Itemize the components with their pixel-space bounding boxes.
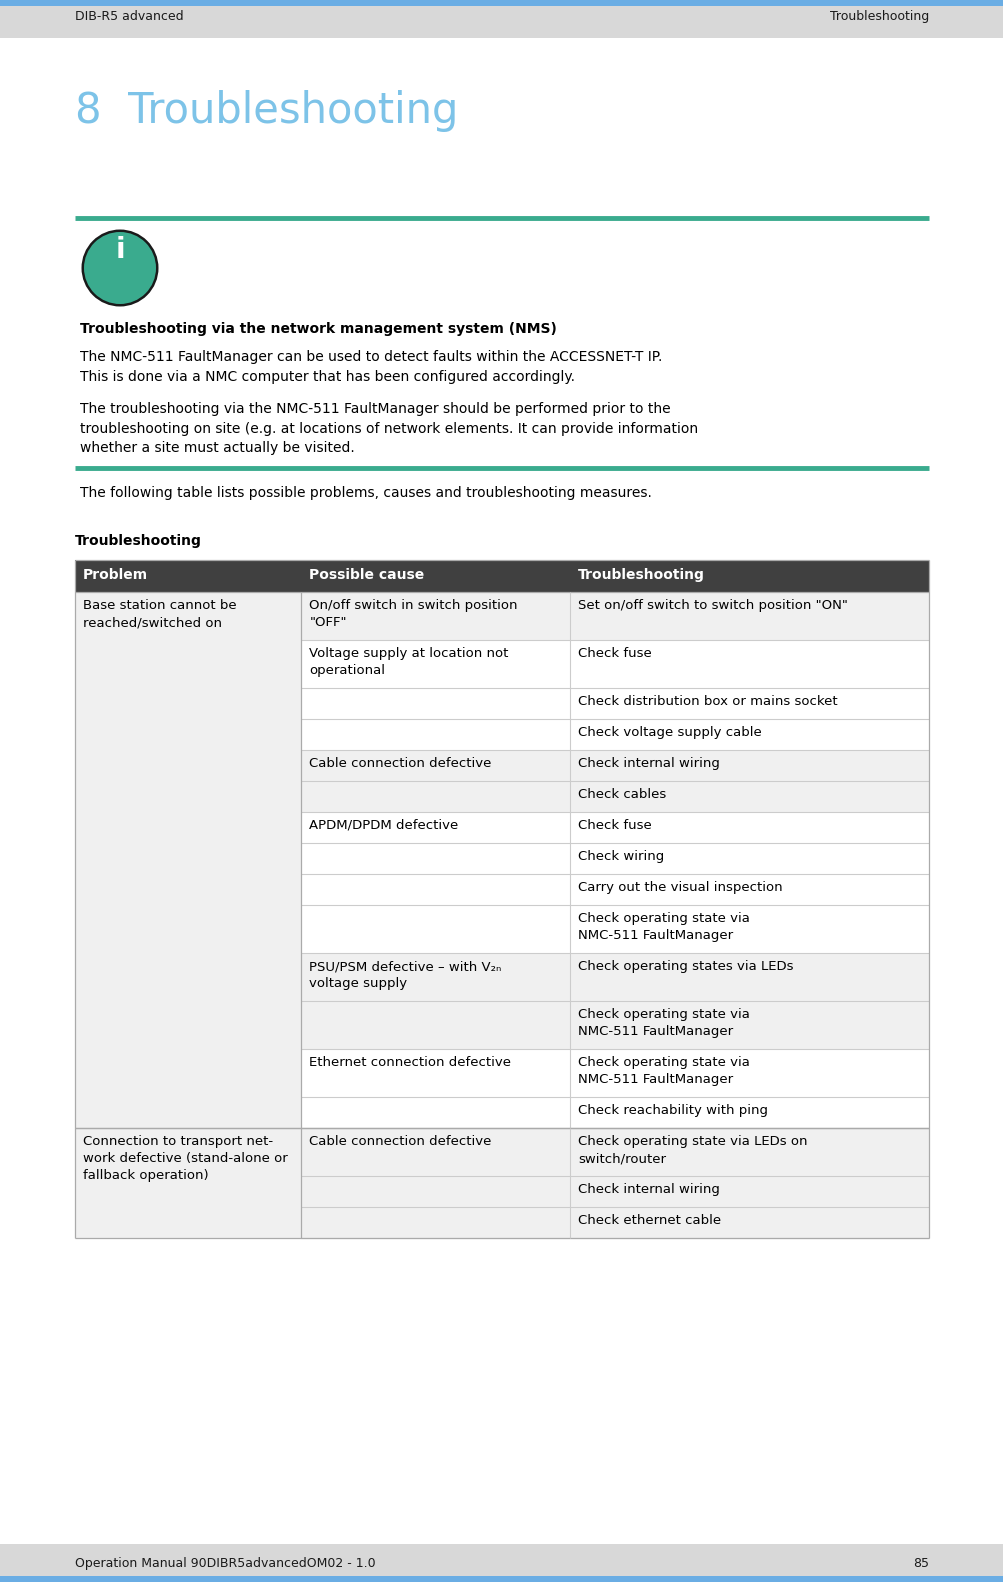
FancyBboxPatch shape	[301, 1096, 570, 1128]
FancyBboxPatch shape	[301, 641, 570, 688]
Text: Check internal wiring: Check internal wiring	[578, 758, 719, 770]
FancyBboxPatch shape	[0, 1544, 1003, 1582]
Text: Troubleshooting via the network management system (NMS): Troubleshooting via the network manageme…	[80, 323, 557, 335]
Text: Voltage supply at location not
operational: Voltage supply at location not operation…	[309, 647, 509, 677]
FancyBboxPatch shape	[570, 641, 928, 688]
Text: Possible cause: Possible cause	[309, 568, 424, 582]
Text: Troubleshooting: Troubleshooting	[828, 9, 928, 24]
FancyBboxPatch shape	[0, 0, 1003, 6]
Text: Operation Manual 90DIBR5advancedOM02 - 1.0: Operation Manual 90DIBR5advancedOM02 - 1…	[75, 1557, 375, 1569]
Text: Check internal wiring: Check internal wiring	[578, 1183, 719, 1196]
FancyBboxPatch shape	[570, 1128, 928, 1175]
FancyBboxPatch shape	[75, 560, 928, 592]
FancyBboxPatch shape	[301, 688, 570, 718]
FancyBboxPatch shape	[301, 592, 570, 641]
FancyBboxPatch shape	[570, 718, 928, 750]
Text: Check ethernet cable: Check ethernet cable	[578, 1213, 721, 1228]
Text: i: i	[115, 236, 124, 264]
Text: Check operating states via LEDs: Check operating states via LEDs	[578, 960, 793, 973]
Text: Check operating state via
NMC-511 FaultManager: Check operating state via NMC-511 FaultM…	[578, 1057, 749, 1085]
FancyBboxPatch shape	[0, 0, 1003, 6]
FancyBboxPatch shape	[570, 750, 928, 782]
Text: Set on/off switch to switch position "ON": Set on/off switch to switch position "ON…	[578, 600, 848, 612]
Text: Check reachability with ping: Check reachability with ping	[578, 1104, 767, 1117]
FancyBboxPatch shape	[301, 1128, 570, 1175]
FancyBboxPatch shape	[301, 1207, 570, 1239]
Text: Check voltage supply cable: Check voltage supply cable	[578, 726, 761, 739]
FancyBboxPatch shape	[301, 812, 570, 843]
Text: 85: 85	[912, 1557, 928, 1569]
Text: Cable connection defective: Cable connection defective	[309, 758, 491, 770]
Text: 8  Troubleshooting: 8 Troubleshooting	[75, 90, 458, 131]
Text: The following table lists possible problems, causes and troubleshooting measures: The following table lists possible probl…	[80, 486, 651, 500]
Text: Check operating state via
NMC-511 FaultManager: Check operating state via NMC-511 FaultM…	[578, 911, 749, 941]
Text: Troubleshooting: Troubleshooting	[578, 568, 704, 582]
FancyBboxPatch shape	[301, 1049, 570, 1096]
FancyBboxPatch shape	[301, 843, 570, 873]
Text: Troubleshooting: Troubleshooting	[75, 535, 202, 547]
FancyBboxPatch shape	[301, 782, 570, 812]
Text: The NMC-511 FaultManager can be used to detect faults within the ACCESSNET-T IP.: The NMC-511 FaultManager can be used to …	[80, 350, 662, 383]
FancyBboxPatch shape	[75, 1128, 301, 1239]
Text: Check operating state via LEDs on
switch/router: Check operating state via LEDs on switch…	[578, 1134, 807, 1164]
FancyBboxPatch shape	[570, 952, 928, 1001]
FancyBboxPatch shape	[301, 952, 570, 1001]
FancyBboxPatch shape	[0, 0, 1003, 38]
Text: Check distribution box or mains socket: Check distribution box or mains socket	[578, 694, 838, 709]
FancyBboxPatch shape	[570, 873, 928, 905]
FancyBboxPatch shape	[570, 1096, 928, 1128]
FancyBboxPatch shape	[301, 873, 570, 905]
FancyBboxPatch shape	[75, 592, 301, 1128]
FancyBboxPatch shape	[570, 1001, 928, 1049]
FancyBboxPatch shape	[570, 782, 928, 812]
Text: DIB-R5 advanced: DIB-R5 advanced	[75, 9, 184, 24]
FancyBboxPatch shape	[570, 688, 928, 718]
Text: Connection to transport net-
work defective (stand-alone or
fallback operation): Connection to transport net- work defect…	[83, 1134, 288, 1182]
Text: Ethernet connection defective: Ethernet connection defective	[309, 1057, 511, 1069]
Text: Problem: Problem	[83, 568, 148, 582]
FancyBboxPatch shape	[570, 1175, 928, 1207]
FancyBboxPatch shape	[570, 843, 928, 873]
Text: Check fuse: Check fuse	[578, 647, 651, 660]
FancyBboxPatch shape	[301, 1001, 570, 1049]
Text: On/off switch in switch position
"OFF": On/off switch in switch position "OFF"	[309, 600, 518, 630]
Text: Check operating state via
NMC-511 FaultManager: Check operating state via NMC-511 FaultM…	[578, 1008, 749, 1038]
FancyBboxPatch shape	[570, 812, 928, 843]
Text: Check cables: Check cables	[578, 788, 666, 800]
Text: Base station cannot be
reached/switched on: Base station cannot be reached/switched …	[83, 600, 237, 630]
FancyBboxPatch shape	[570, 1049, 928, 1096]
Text: Check fuse: Check fuse	[578, 819, 651, 832]
FancyBboxPatch shape	[570, 592, 928, 641]
FancyBboxPatch shape	[301, 1175, 570, 1207]
Text: PSU/PSM defective – with V₂ₙ
voltage supply: PSU/PSM defective – with V₂ₙ voltage sup…	[309, 960, 502, 990]
Text: Carry out the visual inspection: Carry out the visual inspection	[578, 881, 782, 894]
FancyBboxPatch shape	[301, 750, 570, 782]
FancyBboxPatch shape	[570, 1207, 928, 1239]
FancyBboxPatch shape	[301, 718, 570, 750]
FancyBboxPatch shape	[0, 1576, 1003, 1582]
FancyBboxPatch shape	[570, 905, 928, 952]
Text: APDM/DPDM defective: APDM/DPDM defective	[309, 819, 458, 832]
Text: The troubleshooting via the NMC-511 FaultManager should be performed prior to th: The troubleshooting via the NMC-511 Faul…	[80, 402, 697, 456]
Ellipse shape	[81, 229, 158, 307]
FancyBboxPatch shape	[301, 905, 570, 952]
Text: Cable connection defective: Cable connection defective	[309, 1134, 491, 1149]
Text: Check wiring: Check wiring	[578, 850, 664, 864]
Ellipse shape	[84, 233, 155, 304]
